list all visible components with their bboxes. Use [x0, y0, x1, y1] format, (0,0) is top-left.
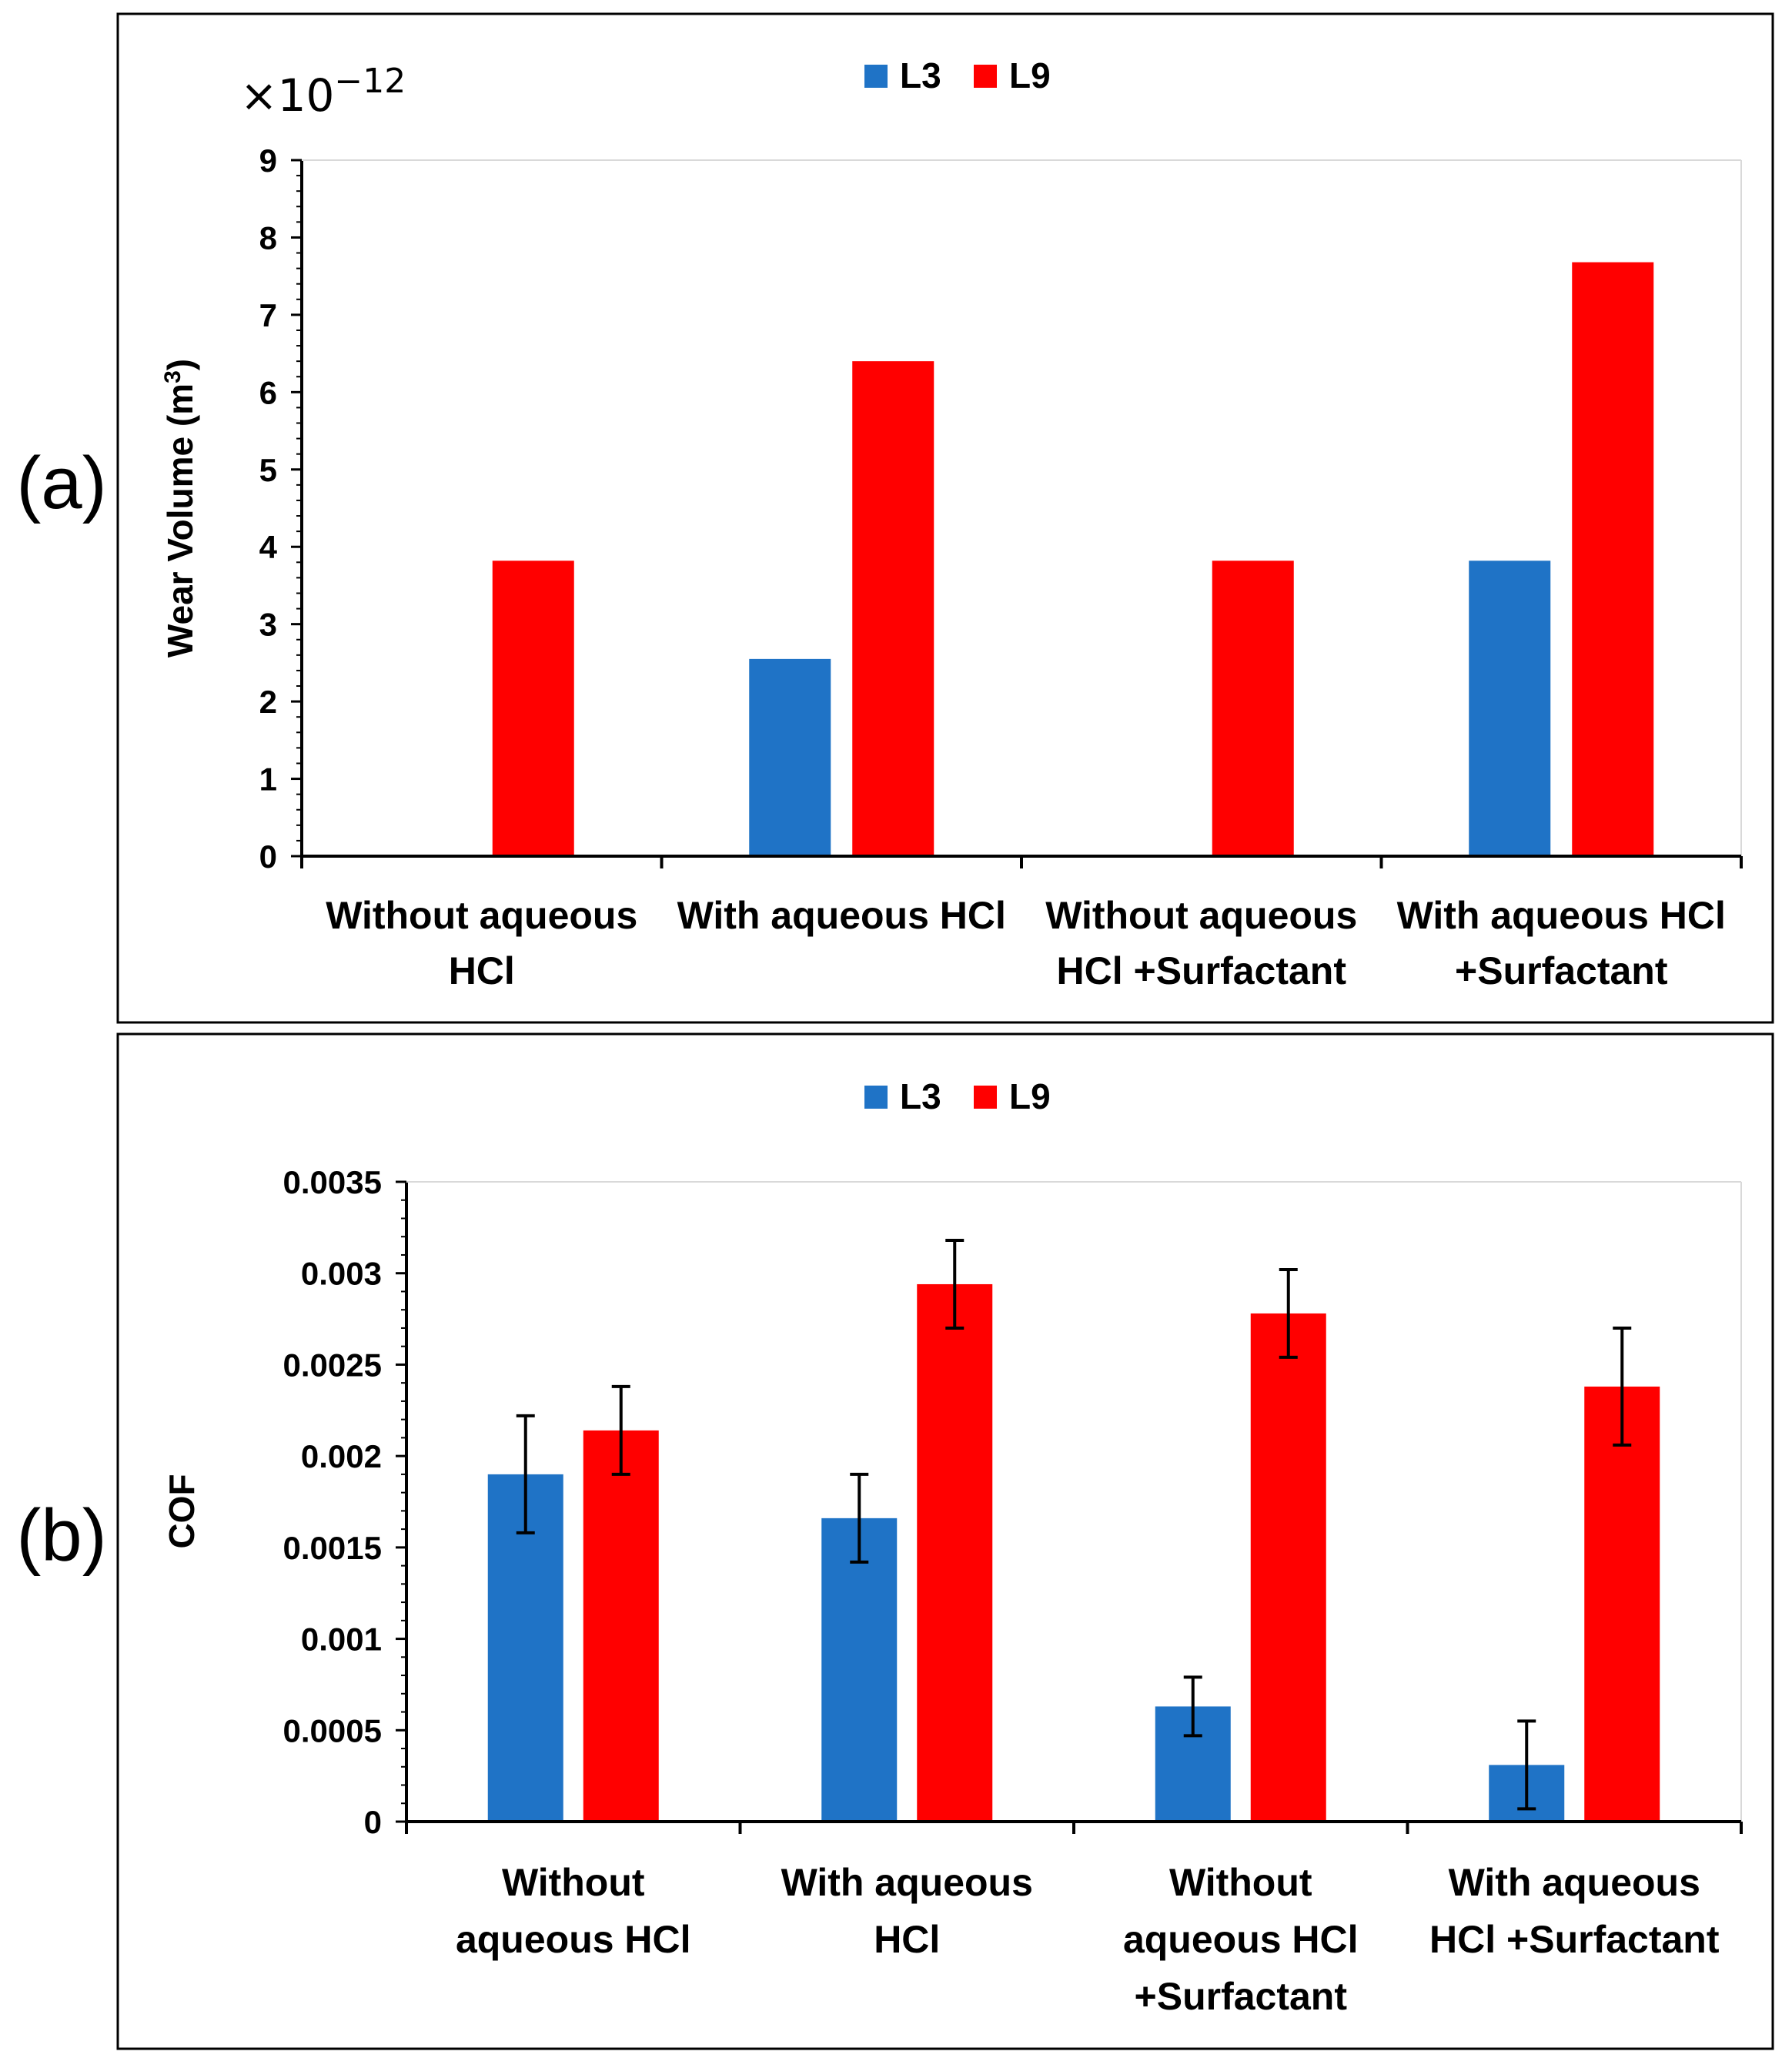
panel-b-label: (b): [16, 1494, 106, 1577]
panel-b-ytick-label: 0.002: [301, 1438, 382, 1474]
panel-b-y-axis-title: COF: [162, 1474, 202, 1548]
panel-b-bar-l3-2: [821, 1518, 898, 1822]
panel-a-bar-l9-2: [852, 361, 934, 857]
panel-a-ytick-label: 0: [259, 838, 277, 875]
panel-b-bar-l9-1: [583, 1430, 659, 1822]
panel-b-bar-l9-2: [917, 1283, 993, 1822]
panel-a-bar-l3-4: [1469, 561, 1551, 856]
panel-b-frame: [116, 1032, 1774, 2050]
panel-b-ytick-label: 0: [364, 1804, 382, 1840]
panel-a-ytick-label: 5: [259, 452, 277, 488]
panel-b-category-label: HCl: [874, 1918, 940, 1961]
panel-a-ytick-label: 9: [259, 142, 277, 179]
panel-a-bar-l9-1: [492, 561, 574, 856]
panel-b-ytick-label: 0.001: [301, 1621, 382, 1658]
panel-a-bar-l9-4: [1572, 262, 1654, 856]
panel-b-bar-l9-3: [1250, 1313, 1326, 1822]
panel-a-category-label: +Surfactant: [1455, 949, 1668, 992]
legend-swatch-l3: [864, 1086, 888, 1109]
panel-a-ytick-label: 3: [259, 607, 277, 643]
panel-a-ytick-label: 8: [259, 219, 277, 256]
panel-b-bar-l9-4: [1584, 1386, 1660, 1822]
panel-a-category-label: With aqueous HCl: [1397, 894, 1726, 937]
panel-b-ytick-label: 0.0035: [283, 1164, 382, 1200]
legend-swatch-l3: [864, 65, 888, 88]
legend-swatch-l9: [974, 1086, 997, 1109]
panel-b-category-label: aqueous HCl: [456, 1918, 691, 1961]
panel-b-category-label: Without: [1169, 1861, 1312, 1904]
panel-b-ytick-label: 0.003: [301, 1256, 382, 1292]
legend-label-l3: L3: [900, 1076, 941, 1116]
legend-label-l3: L3: [900, 55, 941, 95]
panel-a-scale-multiplier: ×10−12: [240, 62, 406, 122]
legend-label-l9: L9: [1009, 55, 1051, 95]
panel-b-category-label: With aqueous: [781, 1861, 1033, 1904]
panel-a-frame: [116, 12, 1774, 1024]
panel-a-bar-l9-3: [1212, 561, 1294, 856]
panel-a-label: (a): [16, 442, 106, 524]
panel-b-category-label: +Surfactant: [1135, 1975, 1348, 2018]
panel-a-category-label: Without aqueous: [326, 894, 637, 937]
panel-b-ytick-label: 0.0025: [283, 1347, 382, 1383]
panel-a-category-label: HCl: [449, 949, 515, 992]
panel-a-ytick-label: 1: [259, 761, 277, 798]
panel-b-category-label: With aqueous: [1449, 1861, 1700, 1904]
panel-b-chart: (b) L3 L9 0 0.0005 0.001 0.0015 0.002 0.0025 0.00…: [16, 1032, 1774, 2050]
panel-a-ytick-label: 2: [259, 684, 277, 720]
panel-b-category-label: Without: [502, 1861, 645, 1904]
panel-a-y-axis-title: Wear Volume (m3): [160, 359, 201, 658]
legend-label-l9: L9: [1009, 1076, 1051, 1116]
panel-a-category-label: Without aqueous: [1045, 894, 1357, 937]
panel-a-category-label: With aqueous HCl: [677, 894, 1006, 937]
panel-a-category-label: HCl +Surfactant: [1057, 949, 1347, 992]
panel-b-ytick-label: 0.0005: [283, 1712, 382, 1748]
panel-a-ytick-label: 7: [259, 297, 277, 333]
panel-a-bar-l3-2: [749, 658, 831, 856]
panel-b-category-label: aqueous HCl: [1123, 1918, 1359, 1961]
panel-a-chart: (a) L3 L9 0 1 2 3 4 5 6 7 8 9 Without aqueous HCl With …: [16, 12, 1774, 1024]
panel-a-ytick-label: 4: [259, 529, 278, 565]
legend-swatch-l9: [974, 65, 997, 88]
panel-b-ytick-label: 0.0015: [283, 1530, 382, 1566]
panel-a-ytick-label: 6: [259, 374, 277, 410]
panel-b-category-label: HCl +Surfactant: [1429, 1918, 1720, 1961]
